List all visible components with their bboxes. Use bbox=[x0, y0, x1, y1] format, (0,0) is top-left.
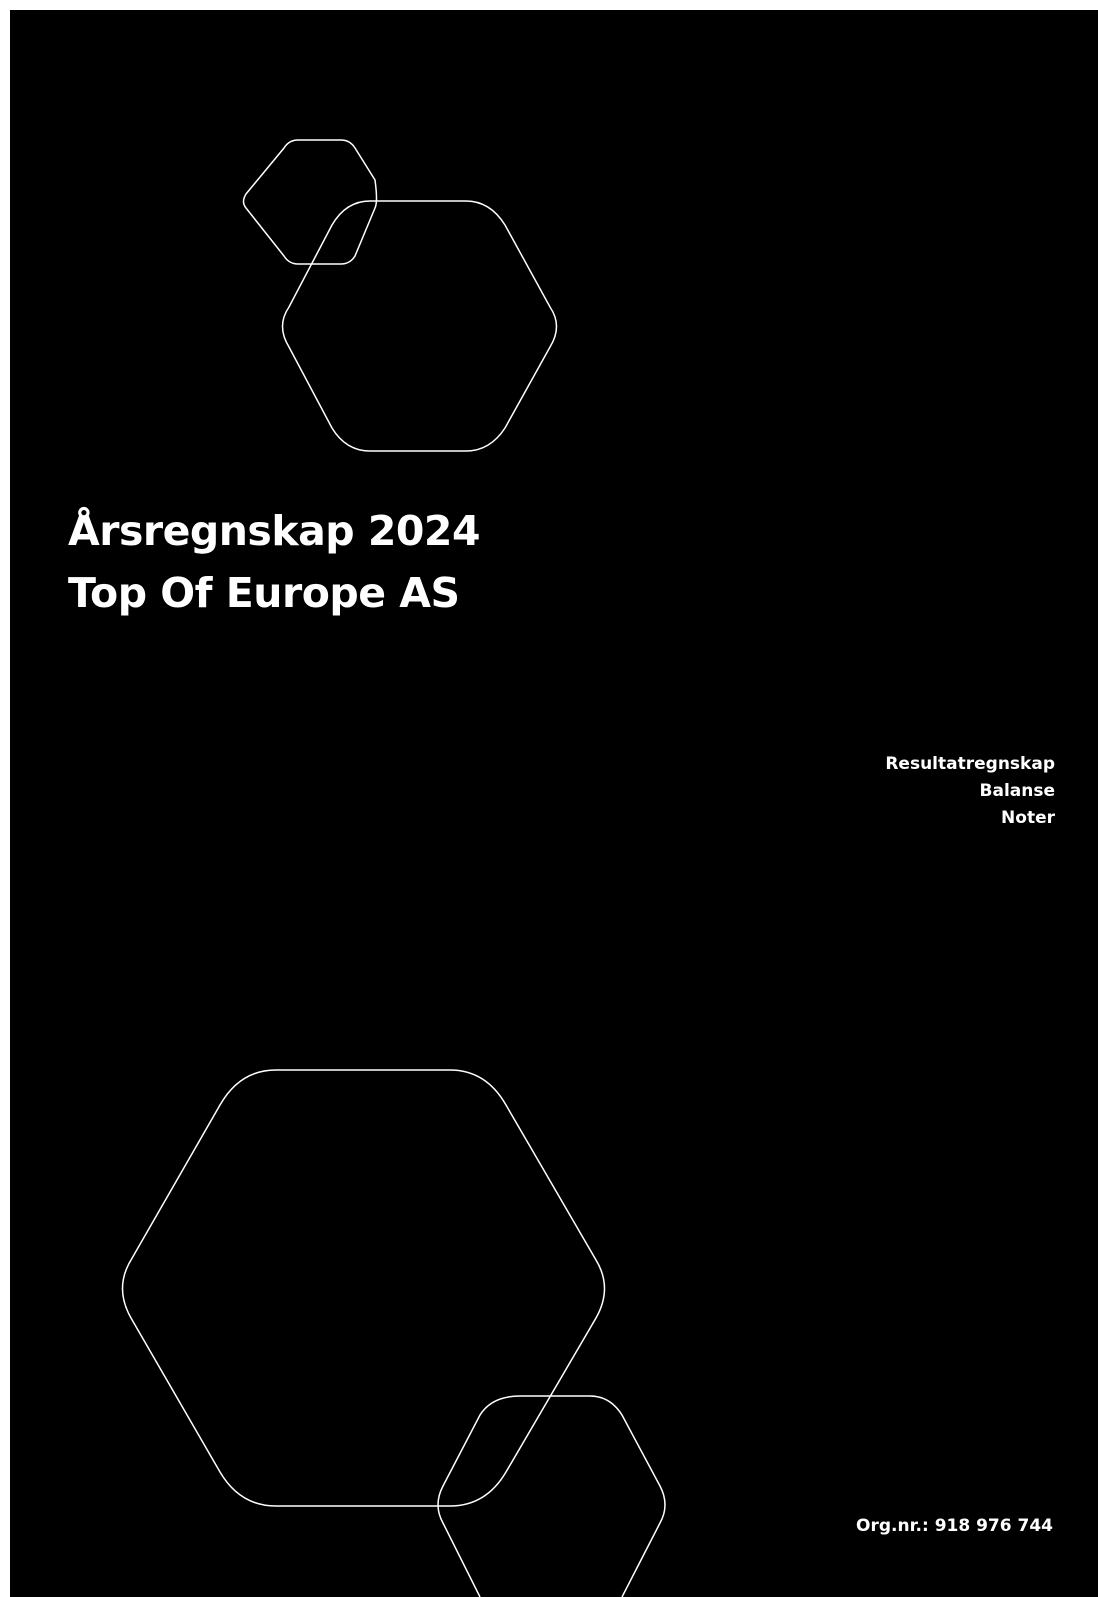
hexagon-outline-icon bbox=[123, 1070, 605, 1506]
hexagon-outline-icon bbox=[283, 201, 557, 451]
hexagon-outline-icon bbox=[438, 1396, 665, 1597]
cover-page: Årsregnskap 2024 Top Of Europe AS Result… bbox=[10, 10, 1098, 1597]
report-title: Årsregnskap 2024 Top Of Europe AS bbox=[68, 500, 480, 624]
contents-item-resultatregnskap: Resultatregnskap bbox=[885, 751, 1055, 778]
org-number: Org.nr.: 918 976 744 bbox=[856, 1514, 1053, 1538]
contents-item-noter: Noter bbox=[885, 805, 1055, 832]
title-line-company: Top Of Europe AS bbox=[68, 562, 480, 624]
contents-list: Resultatregnskap Balanse Noter bbox=[885, 751, 1055, 832]
title-line-report: Årsregnskap 2024 bbox=[68, 500, 480, 562]
hexagon-outline-icon bbox=[244, 140, 377, 264]
contents-item-balanse: Balanse bbox=[885, 778, 1055, 805]
